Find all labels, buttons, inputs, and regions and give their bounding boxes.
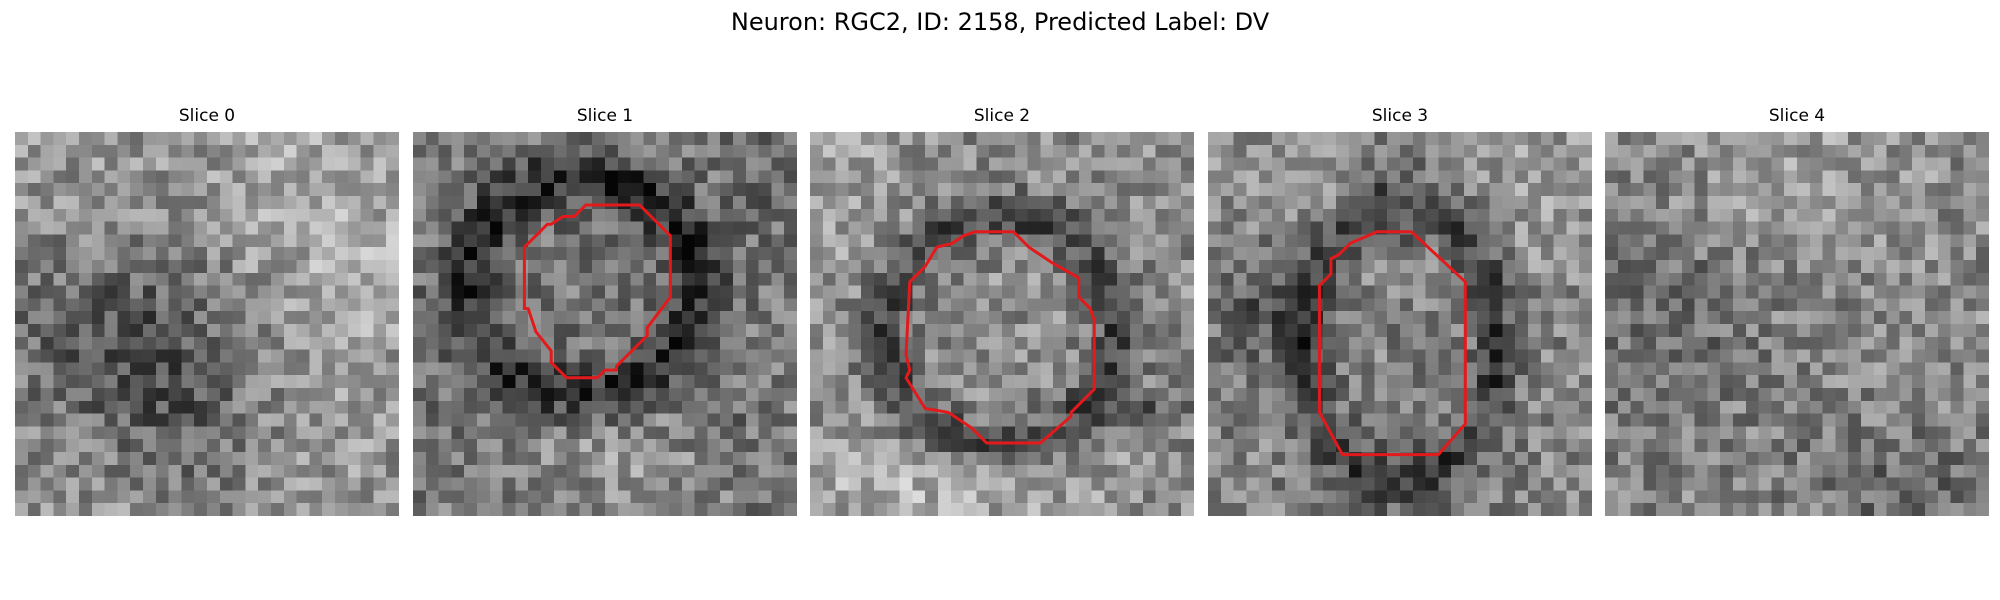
roi-contour-3: [1317, 230, 1467, 457]
slice-panel-4: Slice 4: [1605, 104, 1989, 516]
roi-contour-2: [904, 230, 1096, 445]
slice-image-0: [15, 132, 399, 516]
slice-image-3: [1208, 132, 1592, 516]
slice-image-1: [413, 132, 797, 516]
slice-image-2: [810, 132, 1194, 516]
slice-title-4: Slice 4: [1768, 106, 1826, 126]
slice-panel-1: Slice 1: [413, 104, 797, 516]
slice-panel-2: Slice 2: [810, 104, 1194, 516]
slice-title-0: Slice 0: [178, 106, 236, 126]
roi-contour-1: [522, 203, 672, 380]
slice-panel-3: Slice 3: [1208, 104, 1592, 516]
figure-title: Neuron: RGC2, ID: 2158, Predicted Label:…: [730, 8, 1270, 36]
slice-image-4: [1605, 132, 1989, 516]
slice-title-2: Slice 2: [973, 106, 1031, 126]
slice-title-1: Slice 1: [576, 106, 634, 126]
slice-panel-0: Slice 0: [15, 104, 399, 516]
slice-title-3: Slice 3: [1371, 106, 1429, 126]
